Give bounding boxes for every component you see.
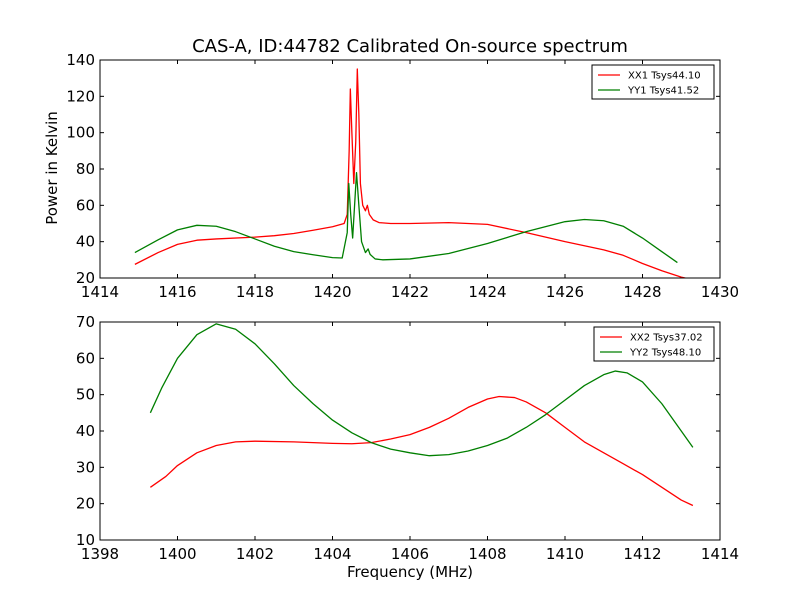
panel-2: 1398 1400 1402 1404 1406 1408 1410 1412 1414 10 20… — [76, 313, 739, 563]
legend-label: YY2 Tsys48.10 — [629, 348, 701, 359]
y-tick-label: 50 — [76, 386, 95, 404]
x-axis-label: Frequency (MHz) — [347, 563, 473, 581]
x-tick-label: 1400 — [158, 545, 196, 563]
x-tick-label: 1428 — [623, 283, 661, 301]
y-tick-label: 30 — [76, 458, 95, 476]
x-tick-label: 1398 — [81, 545, 119, 563]
y-tick-label: 100 — [66, 124, 95, 142]
x-tick-label: 1410 — [546, 545, 584, 563]
legend-label: YY1 Tsys41.52 — [627, 86, 699, 97]
x-tick-label: 1414 — [701, 545, 739, 563]
y-tick-label: 60 — [76, 196, 95, 214]
legend: XX1 Tsys44.10 YY1 Tsys41.52 — [591, 64, 715, 100]
legend-box — [593, 326, 715, 362]
x-tick-label: 1406 — [391, 545, 429, 563]
y-tick-label: 10 — [76, 531, 95, 549]
y-tick-label: 120 — [66, 87, 95, 105]
y-tick-label: 140 — [66, 51, 95, 69]
y-tick-label: 80 — [76, 160, 95, 178]
series-line-1-1 — [134, 68, 688, 278]
legend-label: XX2 Tsys37.02 — [630, 333, 703, 344]
x-tick-label: 1402 — [236, 545, 274, 563]
x-tick-label: 1404 — [313, 545, 351, 563]
series-line-2-1 — [149, 395, 694, 507]
x-tick-label: 1408 — [468, 545, 506, 563]
x-tick-label: 1418 — [236, 283, 274, 301]
legend: XX2 Tsys37.02 YY2 Tsys48.10 — [593, 326, 715, 362]
series-line-2-2 — [149, 323, 694, 457]
y-tick-label: 20 — [76, 269, 95, 287]
y-tick-label: 70 — [76, 313, 95, 331]
y-tick-label: 40 — [76, 233, 95, 251]
x-tick-label: 1424 — [468, 283, 506, 301]
chart-title: CAS-A, ID:44782 Calibrated On-source spe… — [192, 36, 628, 57]
legend-box — [591, 64, 715, 100]
y-tick-label: 20 — [76, 495, 95, 513]
x-tick-label: 1416 — [158, 283, 196, 301]
legend-label: XX1 Tsys44.10 — [628, 71, 701, 82]
y-tick-label: 40 — [76, 422, 95, 440]
x-tick-label: 1412 — [623, 545, 661, 563]
series-line-1-2 — [134, 171, 678, 264]
x-tick-label: 1420 — [313, 283, 351, 301]
x-tick-label: 1414 — [81, 283, 119, 301]
x-tick-label: 1430 — [701, 283, 739, 301]
panel-1: 1414 1416 1418 1420 1422 1424 1426 1428 1430 20 40… — [66, 51, 739, 301]
y-axis-label: Power in Kelvin — [43, 111, 61, 225]
y-tick-label: 60 — [76, 349, 95, 367]
x-tick-label: 1426 — [546, 283, 584, 301]
x-tick-label: 1422 — [391, 283, 429, 301]
